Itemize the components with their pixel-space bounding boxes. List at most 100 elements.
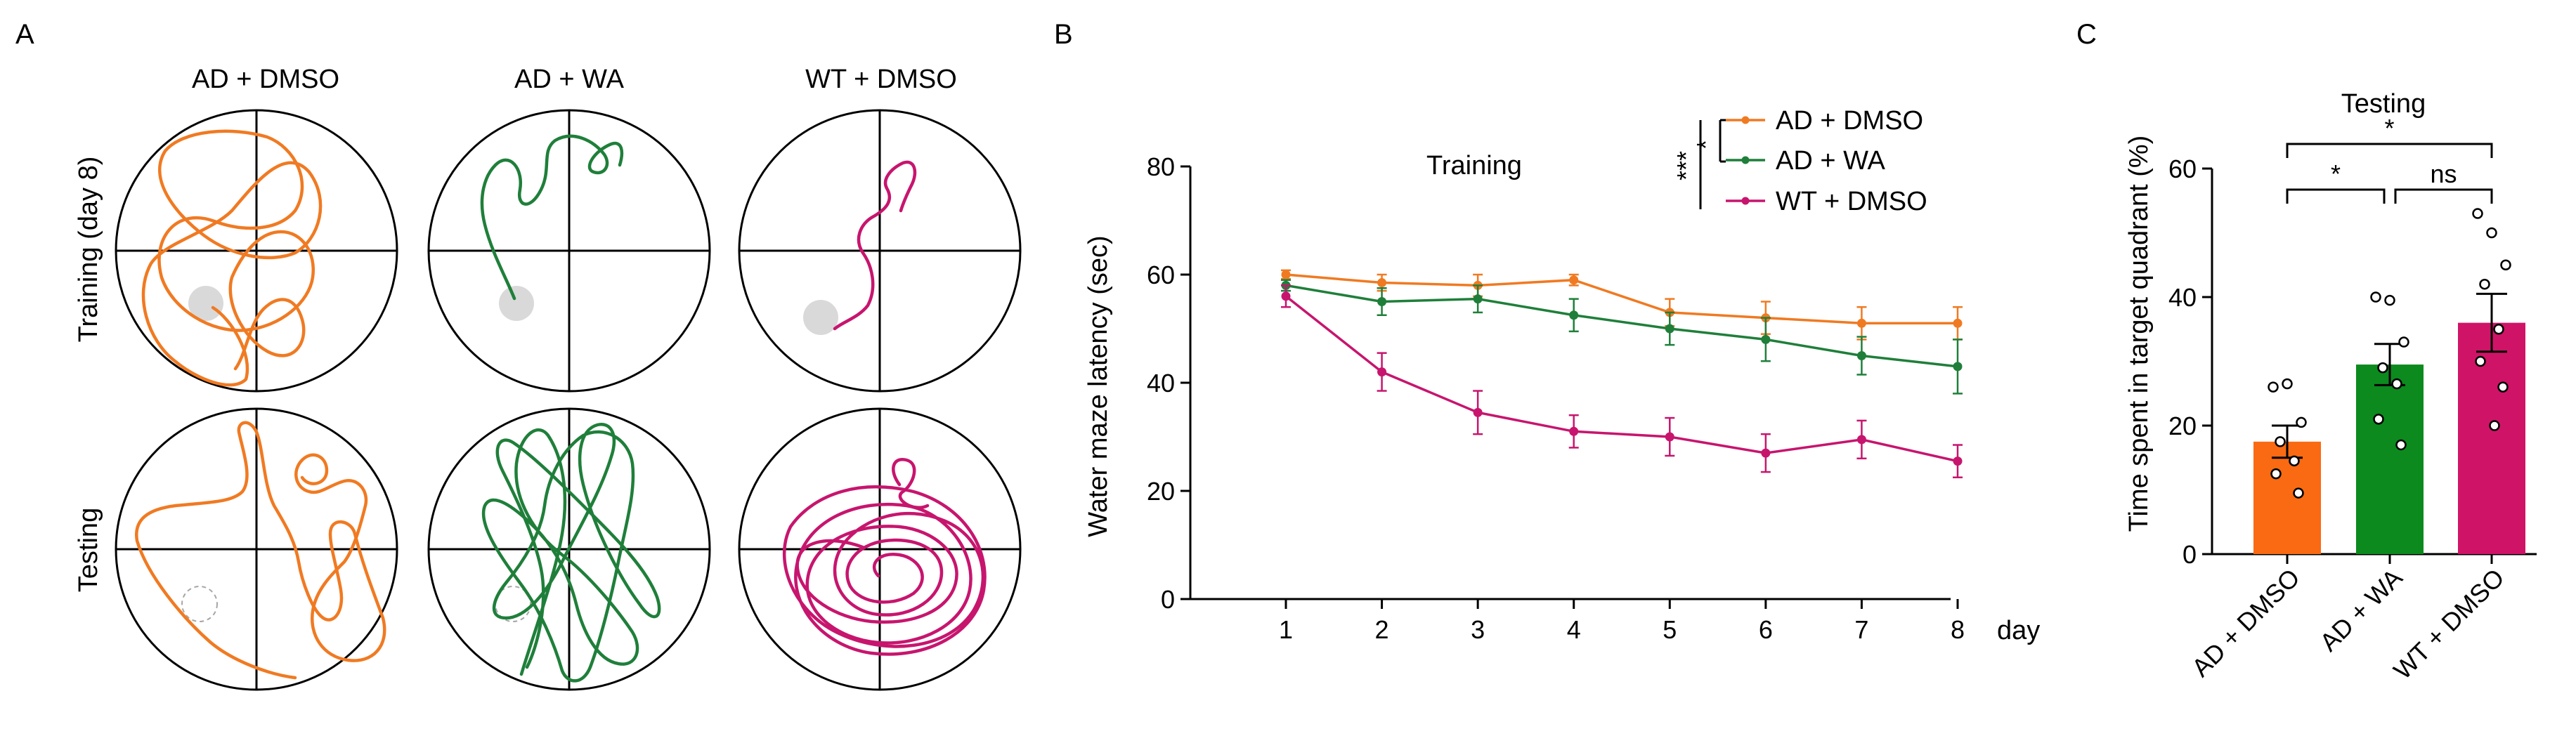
significance-label-three-star: *** (1672, 151, 1700, 180)
x-tick-label-2: 2 (1375, 615, 1389, 644)
maze-ad-wa-testing (427, 407, 711, 691)
maze-ad-dmso-training (115, 109, 398, 393)
individual-point-ad-wa (2395, 439, 2407, 451)
x-tick-label-5: 5 (1663, 615, 1677, 644)
series-line-ad-wa (1285, 284, 1958, 368)
y-tick-label-0: 0 (2183, 540, 2197, 569)
data-point-ad-dmso-day-7 (1856, 318, 1866, 328)
series-line-wt-dmso (1284, 295, 1958, 463)
individual-point-wt-dmso (2486, 227, 2497, 239)
x-tick-label-3: 3 (1471, 615, 1485, 644)
individual-point-wt-dmso (2497, 381, 2509, 393)
individual-point-ad-wa (2373, 414, 2384, 425)
legend-item-ad-wa: AD + WA (1726, 146, 1886, 176)
swim-path-ad-wa-testing (481, 423, 661, 683)
chart-c-significance: * ns * (2286, 114, 2493, 204)
data-point-wt-dmso-day-3 (1473, 407, 1483, 417)
legend-item-ad-dmso: AD + DMSO (1726, 106, 1923, 136)
data-point-ad-wa-day-5 (1665, 324, 1674, 334)
panel-c: C Time spent in target quadrant (%) Test… (2076, 19, 2537, 685)
data-point-ad-wa-day-2 (1377, 297, 1387, 306)
maze-ad-wa-training (427, 109, 711, 393)
bar-ad-dmso (2253, 441, 2321, 554)
chart-b-significance: *** * (1672, 119, 1726, 209)
legend-item-wt-dmso: WT + DMSO (1726, 187, 1927, 216)
x-tick-label-1: 1 (1279, 615, 1293, 644)
data-point-ad-dmso-day-2 (1377, 278, 1387, 288)
y-tick-label-40: 40 (1147, 369, 1175, 397)
y-tick-label-20: 20 (1147, 477, 1175, 506)
significance-label-one-star: * (1691, 140, 1720, 150)
maze-ad-dmso-testing (115, 407, 398, 691)
data-point-wt-dmso-day-8 (1953, 456, 1963, 466)
chart-b-series (1281, 269, 1963, 478)
platform-location-marker (181, 586, 218, 622)
swim-path-wt-dmso-testing (783, 457, 987, 656)
chart-b-title: Training (1426, 151, 1522, 180)
data-point-ad-wa-day-4 (1569, 310, 1579, 320)
panel-a: A AD + DMSO AD + WA WT + DMSO Training (… (15, 19, 1022, 691)
data-point-ad-wa-day-7 (1856, 351, 1866, 360)
legend-marker-ad-dmso (1741, 116, 1750, 124)
panel-c-label: C (2076, 19, 2097, 50)
platform-marker (803, 300, 838, 335)
chart-c-title: Testing (2341, 89, 2426, 119)
data-point-wt-dmso-day-1 (1281, 291, 1291, 301)
significance-line (2286, 188, 2386, 204)
chart-c-ylabel: Time spent in target quadrant (%) (2124, 136, 2154, 532)
chart-b-y-ticks: 0 20 40 60 80 (1147, 152, 1190, 614)
x-tick-label-8: 8 (1951, 615, 1965, 644)
individual-point-wt-dmso (2489, 420, 2500, 431)
significance-label: * (2384, 114, 2394, 143)
swim-path-ad-dmso-testing (135, 421, 386, 680)
maze-wt-dmso-testing (738, 407, 1022, 691)
significance-bracket-ad-dmso-vs-wt-dmso: * (2286, 114, 2493, 158)
swim-path-wt-dmso-training (833, 160, 917, 331)
individual-point-ad-wa (2370, 291, 2381, 303)
significance-bracket-ad-dmso-vs-ad-wa: * (2286, 159, 2386, 204)
y-tick-label-60: 60 (2168, 155, 2197, 183)
bar-ad-wa (2356, 364, 2424, 554)
y-tick-label-80: 80 (1147, 152, 1175, 181)
significance-label: * (2331, 159, 2341, 188)
x-tick-label-ad-wa: AD + WA (2314, 563, 2407, 657)
maze-wt-dmso-training (738, 109, 1022, 393)
individual-point-ad-dmso (2268, 381, 2279, 393)
row-title-training: Training (day 8) (74, 157, 103, 343)
series-line-ad-dmso (1285, 273, 1958, 325)
swim-path-ad-wa-training (480, 134, 624, 301)
individual-point-wt-dmso (2472, 208, 2483, 219)
row-title-testing: Testing (74, 508, 103, 592)
individual-point-ad-dmso (2270, 468, 2282, 480)
platform-marker (499, 286, 534, 321)
panel-b-label: B (1054, 19, 1073, 50)
chart-b-ylabel: Water maze latency (sec) (1084, 235, 1113, 537)
individual-point-ad-dmso (2296, 416, 2307, 428)
individual-point-ad-wa (2384, 294, 2395, 306)
series-wt-dmso (1281, 284, 1963, 478)
individual-point-wt-dmso (2493, 324, 2504, 335)
individual-point-ad-dmso (2289, 455, 2300, 467)
data-point-wt-dmso-day-2 (1377, 367, 1387, 377)
data-point-ad-wa-day-8 (1953, 362, 1963, 372)
chart-c-y-ticks: 0 20 40 60 (2168, 155, 2212, 569)
significance-label: ns (2430, 159, 2457, 188)
platform-marker (188, 286, 223, 321)
chart-b-legend: AD + DMSO AD + WA WT + DMSO *** * (1672, 106, 1927, 216)
x-tick-label-6: 6 (1759, 615, 1773, 644)
x-tick-label-7: 7 (1854, 615, 1868, 644)
data-point-wt-dmso-day-5 (1665, 432, 1674, 442)
panel-b: B Water maze latency (sec) Training day … (1054, 19, 2040, 645)
data-point-wt-dmso-day-4 (1569, 426, 1579, 436)
data-point-wt-dmso-day-7 (1856, 435, 1866, 445)
data-point-ad-wa-day-3 (1473, 294, 1483, 304)
legend-marker-ad-wa (1741, 156, 1750, 164)
legend-label-ad-wa: AD + WA (1776, 146, 1886, 176)
bar-wt-dmso (2458, 322, 2525, 554)
legend-label-ad-dmso: AD + DMSO (1776, 106, 1923, 136)
individual-point-wt-dmso (2475, 355, 2486, 367)
significance-line (2286, 143, 2493, 158)
bar-group-ad-wa (2356, 291, 2424, 554)
